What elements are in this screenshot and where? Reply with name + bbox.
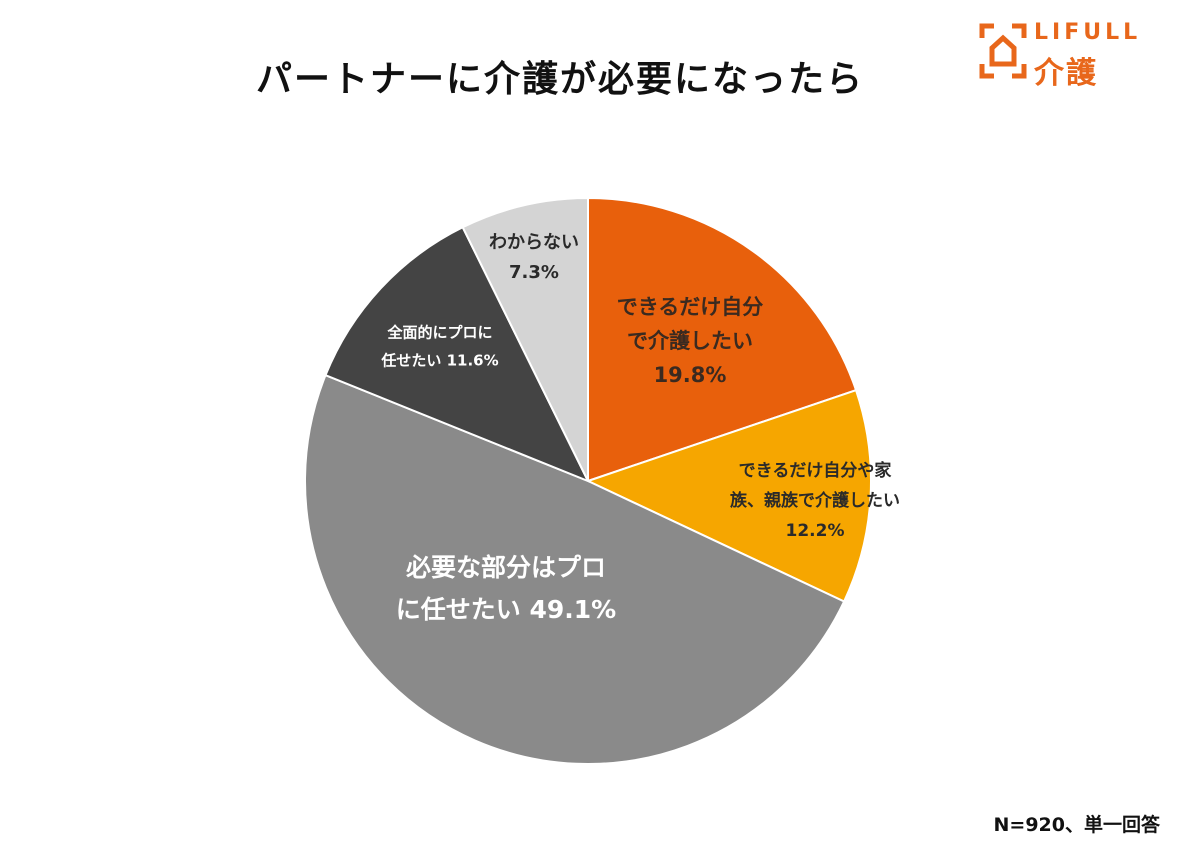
logo-text-ja: 介護: [1034, 56, 1098, 91]
slice-label-line: に任せたい 49.1%: [396, 595, 616, 624]
slice-label-line: 12.2%: [786, 521, 845, 541]
slice-label-full-pro: 全面的にプロに任せたい 11.6%: [380, 324, 498, 370]
slice-label-line: 全面的にプロに: [386, 324, 492, 342]
pie-slice-family-care: [585, 388, 872, 603]
sample-size-note: N=920、単一回答: [993, 814, 1160, 836]
slice-label-line: 19.8%: [654, 363, 727, 387]
slice-label-line: できるだけ自分や家: [739, 460, 892, 481]
logo-text-en: LIFULL: [1034, 20, 1142, 45]
lifull-logo: LIFULL 介護: [978, 20, 1178, 91]
pie-slice-self-care: [587, 196, 858, 483]
slice-label-partial-pro: 必要な部分はプロに任せたい 49.1%: [396, 553, 616, 624]
pie-slice-full-pro: [324, 225, 591, 483]
slice-label-unknown: わからない 7.3%: [489, 232, 579, 283]
slice-label-line: 7.3%: [509, 262, 559, 283]
chart-title: パートナーに介護が必要になったら: [255, 59, 864, 100]
slice-label-self-care: できるだけ自分で介護したい 19.8%: [617, 295, 764, 387]
slice-label-line: で介護したい: [627, 329, 753, 353]
slice-label-line: できるだけ自分: [617, 295, 764, 319]
pie-slice-partial-pro: [304, 373, 846, 765]
slice-label-line: わからない: [489, 232, 579, 253]
slice-label-line: 必要な部分はプロ: [406, 553, 606, 582]
house-logo-icon: [979, 23, 1027, 79]
slice-label-family-care: できるだけ自分や家族、親族で介護したい 12.2%: [730, 460, 900, 541]
slice-label-line: 任せたい 11.6%: [380, 352, 498, 370]
pie-slice-unknown: [461, 196, 589, 482]
slice-label-line: 族、親族で介護したい: [730, 490, 900, 511]
